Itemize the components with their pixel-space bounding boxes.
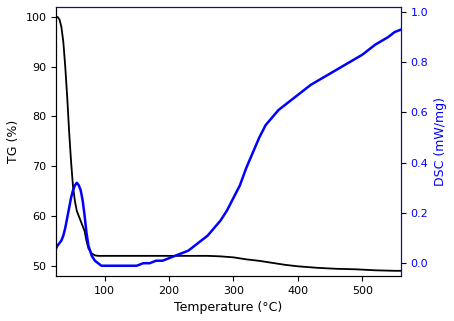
Y-axis label: DSC (mW/mg): DSC (mW/mg): [434, 97, 447, 186]
Y-axis label: TG (%): TG (%): [7, 120, 20, 163]
X-axis label: Temperature (°C): Temperature (°C): [174, 301, 283, 314]
